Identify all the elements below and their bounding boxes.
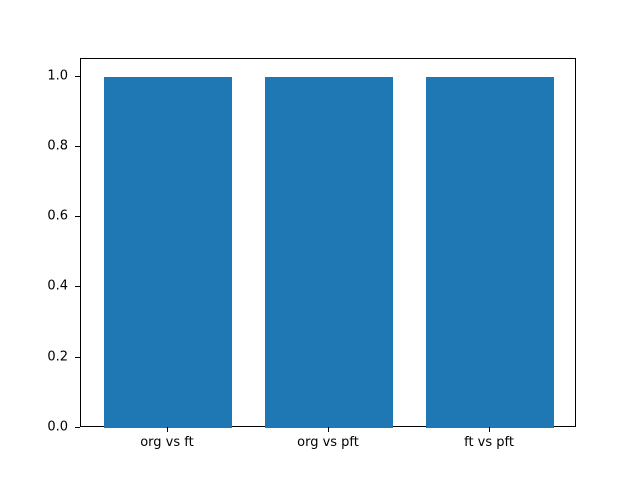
x-tick-mark (167, 427, 168, 432)
y-tick-mark (75, 146, 80, 147)
y-tick-mark (75, 427, 80, 428)
x-tick-label: org vs pft (297, 435, 359, 450)
x-tick-label: org vs ft (140, 435, 194, 450)
y-tick-mark (75, 357, 80, 358)
y-tick-label: 0.0 (47, 419, 68, 435)
y-tick-label: 0.6 (47, 208, 68, 224)
y-tick-mark (75, 216, 80, 217)
bar-org-vs-ft (103, 76, 233, 428)
y-tick-label: 0.8 (47, 138, 68, 154)
plot-area (80, 58, 576, 428)
y-tick-mark (75, 286, 80, 287)
bar-org-vs-pft (264, 76, 394, 428)
x-tick-mark (489, 427, 490, 432)
bar-ft-vs-pft (425, 76, 555, 428)
x-tick-mark (328, 427, 329, 432)
y-tick-mark (75, 76, 80, 77)
y-tick-label: 1.0 (47, 68, 68, 84)
y-tick-label: 0.2 (47, 349, 68, 365)
y-tick-label: 0.4 (47, 278, 68, 294)
x-tick-label: ft vs pft (464, 435, 514, 450)
